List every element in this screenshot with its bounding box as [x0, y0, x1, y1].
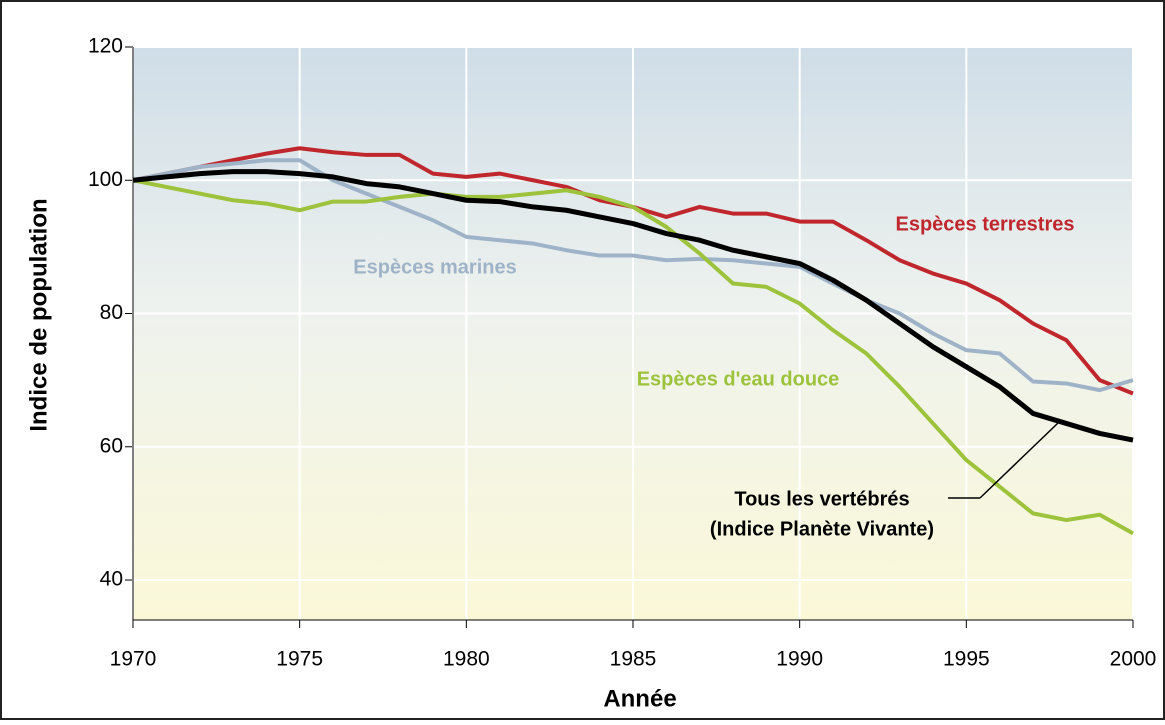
- x-tick-label: 1995: [943, 648, 990, 671]
- x-tick-label: 1975: [276, 648, 323, 671]
- x-tick-label: 1990: [776, 648, 823, 671]
- y-axis-label: Indice de population: [25, 198, 52, 431]
- y-tick-label: 80: [100, 301, 123, 324]
- series-label: Espèces d'eau douce: [637, 368, 840, 390]
- series-label: Tous les vertébrés: [734, 488, 909, 510]
- y-tick-label: 120: [88, 35, 123, 58]
- annotation: (Indice Planète Vivante): [710, 518, 934, 540]
- x-tick-label: 1985: [610, 648, 657, 671]
- leader-line: [979, 422, 1059, 499]
- series-line: [132, 178, 1134, 536]
- series-line: [132, 169, 1134, 443]
- y-tick-label: 40: [100, 568, 123, 591]
- series-line: [132, 158, 1134, 393]
- series-label: Espèces marines: [353, 256, 516, 278]
- x-tick-label: 2000: [1110, 648, 1157, 671]
- y-tick-label: 60: [100, 434, 123, 457]
- y-tick-label: 100: [88, 168, 123, 191]
- x-tick-label: 1970: [110, 648, 157, 671]
- series-label: Espèces terrestres: [895, 213, 1074, 235]
- x-tick-label: 1980: [443, 648, 490, 671]
- x-axis-label: Année: [603, 685, 676, 712]
